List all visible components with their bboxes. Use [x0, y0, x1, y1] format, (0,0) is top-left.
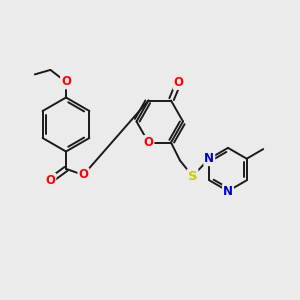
Text: O: O — [45, 174, 56, 187]
Text: O: O — [78, 168, 88, 182]
Text: S: S — [188, 169, 197, 183]
Text: O: O — [61, 75, 71, 88]
Text: N: N — [223, 184, 233, 198]
Text: O: O — [173, 76, 184, 89]
Text: O: O — [143, 136, 154, 149]
Text: N: N — [204, 152, 214, 165]
